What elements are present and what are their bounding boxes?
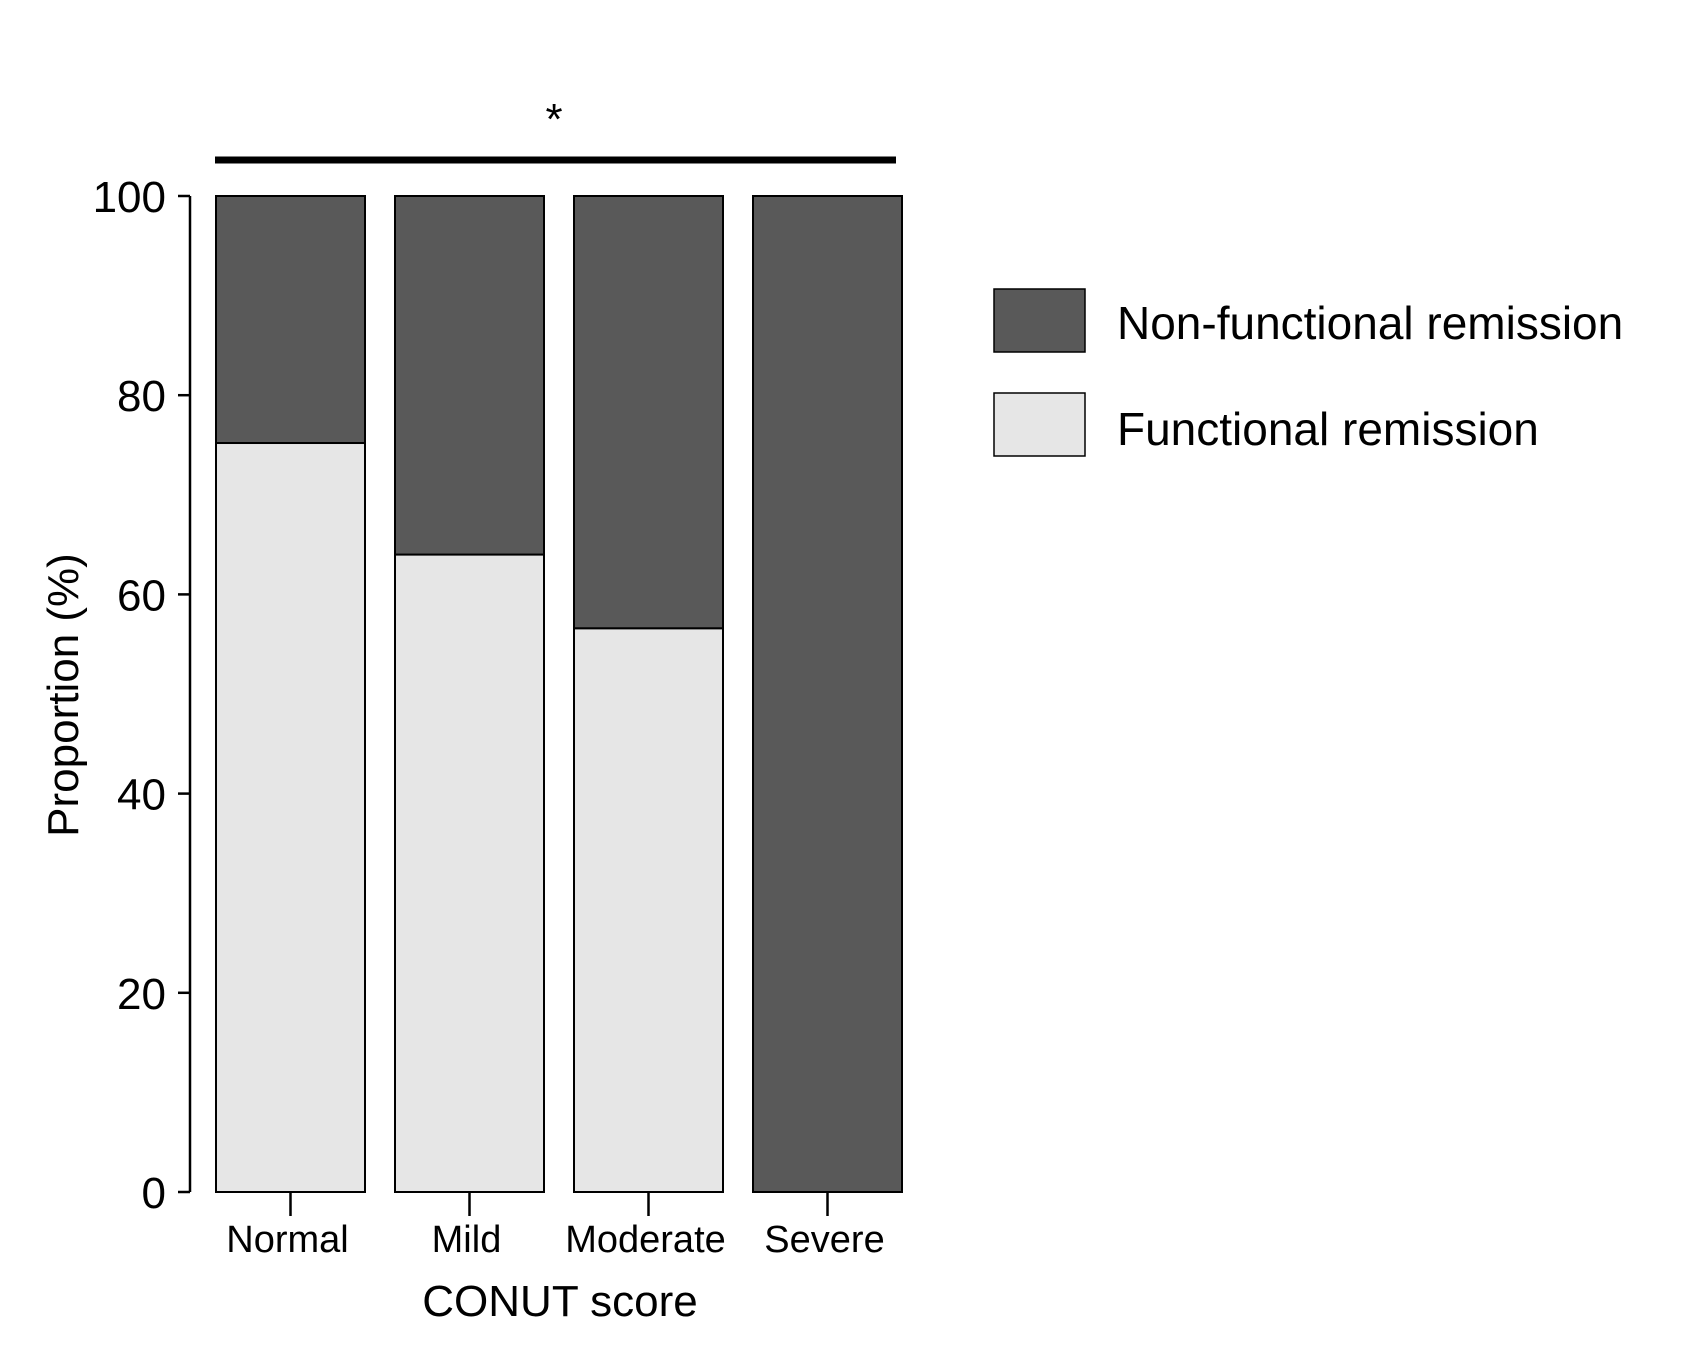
y-tick-label: 60: [117, 571, 166, 620]
bar-normal-functional-remission: [215, 442, 366, 1193]
legend-label-non-functional: Non-functional remission: [1117, 297, 1623, 349]
legend-label-functional: Functional remission: [1117, 403, 1539, 455]
legend-swatch-non-functional: [993, 288, 1086, 353]
bar-moderate-functional-remission: [573, 627, 724, 1193]
bar-severe-non-functional-remission: [752, 195, 903, 1193]
x-ticks-group: Normal Mild Moderate Severe: [226, 1192, 885, 1261]
x-tick-label: Mild: [432, 1219, 502, 1261]
x-axis-title: CONUT score: [422, 1277, 697, 1326]
y-tick-label: 0: [142, 1169, 166, 1218]
y-tick-label: 40: [117, 771, 166, 820]
y-tick-label: 80: [117, 372, 166, 421]
bar-mild-non-functional-remission: [394, 195, 545, 556]
bar-moderate-non-functional-remission: [573, 195, 724, 630]
bar-mild-functional-remission: [394, 553, 545, 1193]
y-tick-label: 100: [93, 173, 166, 222]
bars-group: [215, 195, 903, 1193]
x-tick-label: Severe: [764, 1219, 884, 1261]
y-axis-title: Proportion (%): [39, 553, 88, 837]
x-tick-label: Moderate: [565, 1219, 726, 1261]
legend: Non-functional remission Functional remi…: [993, 288, 1623, 457]
legend-swatch-functional: [993, 392, 1086, 457]
x-tick-label: Normal: [226, 1219, 348, 1261]
y-tick-label: 20: [117, 970, 166, 1019]
y-ticks-group: 0 20 40 60 80 100: [93, 173, 190, 1218]
significance-marker: *: [545, 95, 562, 144]
bar-normal-non-functional-remission: [215, 195, 366, 445]
